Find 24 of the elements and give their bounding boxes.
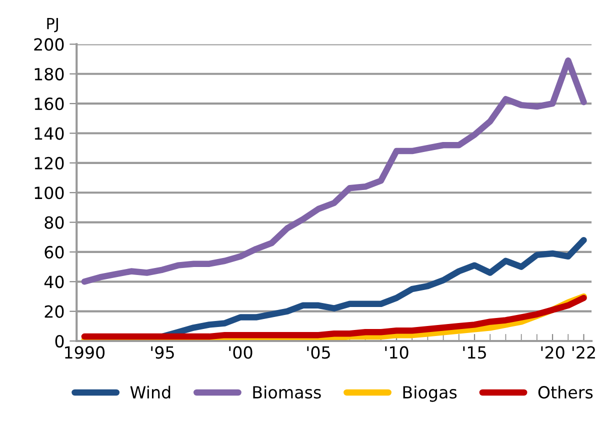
x-tick-label: '20: [541, 346, 564, 359]
y-tick-label: 60: [44, 246, 64, 259]
x-tick-label: '05: [307, 346, 330, 359]
y-axis-title: PJ: [47, 18, 58, 32]
x-tick-label: 1990: [65, 346, 105, 359]
legend-label: Biogas: [403, 386, 457, 402]
y-tick-label: 120: [34, 156, 64, 170]
y-tick-label: 0: [55, 334, 64, 348]
x-tick-label: '10: [385, 346, 408, 359]
y-tick-label: 160: [34, 98, 64, 110]
y-tick-label: 200: [34, 38, 64, 51]
x-tick-label: '00: [229, 346, 252, 359]
x-tick-label: '22: [572, 346, 595, 359]
y-tick-label: 100: [34, 186, 64, 200]
x-tick-label: '15: [463, 346, 486, 359]
legend-label: Wind: [130, 386, 170, 399]
y-tick-label: 80: [44, 216, 64, 229]
x-tick-label: '95: [151, 346, 174, 359]
legend-label: Biomass: [253, 386, 321, 399]
y-tick-label: 20: [44, 305, 64, 318]
y-tick-label: 40: [44, 276, 64, 288]
y-tick-label: 180: [34, 68, 64, 80]
legend-label: Others: [538, 386, 593, 399]
y-tick-label: 140: [34, 127, 64, 140]
